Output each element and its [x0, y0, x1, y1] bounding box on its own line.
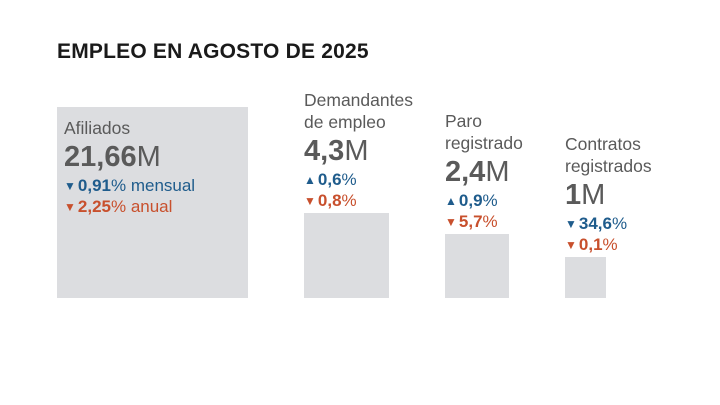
block-contratos-registrados — [565, 256, 607, 298]
annual-change-suffix: % — [602, 234, 618, 254]
value-number: 2,4 — [445, 156, 486, 189]
annual-change-value: 0,1 — [578, 234, 603, 254]
monthly-change-suffix: % — [611, 213, 628, 233]
annual-change-value: 5,7 — [458, 212, 483, 232]
monthly-change-value: 0,91 — [77, 176, 111, 195]
block-afiliados — [57, 107, 248, 298]
annual-change-suffix: % — [341, 190, 357, 210]
monthly-change-suffix: % — [482, 191, 498, 211]
label-paro-registrado: Paro registrado — [445, 110, 523, 154]
monthly-change-demandantes-de-empleo: ▲ 0,6% — [304, 169, 357, 192]
annual-change-suffix: % — [482, 212, 498, 232]
label-demandantes-de-empleo: Demandantes de empleo — [304, 89, 413, 133]
label-line: registrados — [565, 155, 652, 176]
annual-change-afiliados: ▼ 2,25% anual — [64, 196, 172, 219]
monthly-change-contratos-registrados: ▼ 34,6% — [565, 213, 627, 236]
annual-change-value: 2,25 — [77, 197, 111, 216]
monthly-change-suffix: % mensual — [110, 176, 196, 195]
monthly-change-value: 34,6 — [578, 213, 612, 233]
label-line: Contratos — [565, 133, 641, 154]
annual-change-contratos-registrados: ▼ 0,1% — [565, 234, 618, 257]
monthly-change-value: 0,9 — [458, 191, 483, 211]
triangle-down-icon: ▼ — [64, 179, 76, 193]
triangle-up-icon: ▲ — [445, 194, 457, 209]
label-line: Paro — [445, 111, 482, 132]
value-unit: M — [136, 141, 161, 173]
monthly-change-suffix: % — [341, 169, 357, 189]
annual-change-value: 0,8 — [317, 190, 342, 210]
block-demandantes-de-empleo — [304, 212, 390, 298]
value-unit: M — [485, 156, 510, 189]
annual-change-paro-registrado: ▼ 5,7% — [445, 211, 498, 234]
block-paro-registrado — [445, 234, 509, 298]
annual-change-demandantes-de-empleo: ▼ 0,8% — [304, 190, 357, 213]
monthly-change-value: 0,6 — [317, 169, 342, 189]
triangle-down-icon: ▼ — [304, 193, 316, 208]
value-number: 1 — [565, 178, 582, 211]
value-afiliados: 21,66M — [64, 141, 161, 173]
value-contratos-registrados: 1M — [565, 179, 605, 211]
value-demandantes-de-empleo: 4,3M — [304, 135, 369, 167]
triangle-down-icon: ▼ — [565, 237, 577, 252]
label-line: Afiliados — [64, 118, 131, 138]
triangle-down-icon: ▼ — [565, 216, 577, 231]
triangle-up-icon: ▲ — [304, 172, 316, 187]
label-contratos-registrados: Contratos registrados — [565, 133, 652, 177]
value-number: 21,66 — [64, 141, 137, 173]
label-line: de empleo — [304, 111, 386, 132]
triangle-down-icon: ▼ — [445, 215, 457, 230]
value-unit: M — [344, 134, 369, 167]
label-afiliados: Afiliados — [64, 117, 130, 139]
label-line: Demandantes — [304, 89, 413, 110]
label-line: registrado — [445, 133, 523, 154]
value-number: 4,3 — [304, 134, 345, 167]
chart-title: EMPLEO EN AGOSTO DE 2025 — [57, 40, 369, 63]
value-unit: M — [581, 178, 606, 211]
monthly-change-afiliados: ▼ 0,91% mensual — [64, 175, 195, 198]
monthly-change-paro-registrado: ▲ 0,9% — [445, 190, 498, 213]
value-paro-registrado: 2,4M — [445, 156, 510, 188]
annual-change-suffix: % anual — [110, 197, 173, 216]
triangle-down-icon: ▼ — [64, 200, 76, 214]
